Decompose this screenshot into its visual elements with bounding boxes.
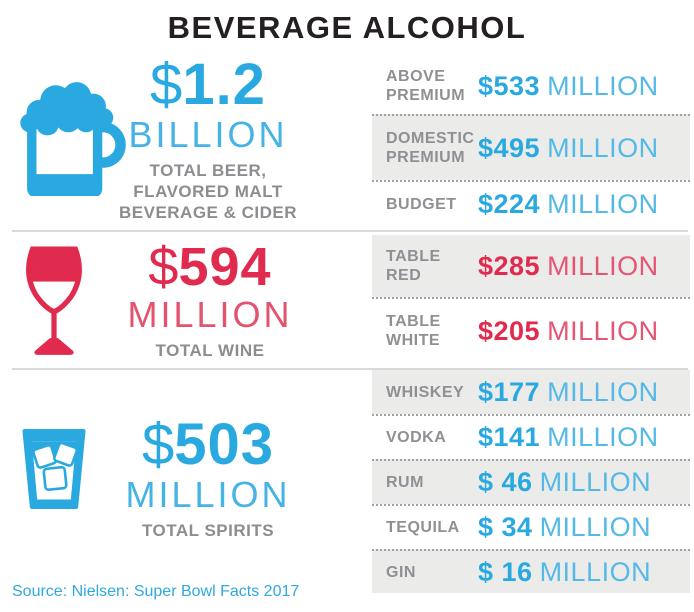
source-credit: Source: Nielsen: Super Bowl Facts 2017: [12, 583, 300, 600]
row-label: ABOVE PREMIUM: [386, 68, 466, 104]
row-label: DOMESTIC PREMIUM: [386, 130, 475, 166]
row-rum: RUM $ 46 MILLION: [372, 459, 690, 504]
wine-total-amount: $594: [148, 237, 272, 297]
row-value: $495 MILLION: [478, 132, 659, 163]
row-value: $141 MILLION: [478, 422, 659, 452]
rocks-glass-icon: [20, 428, 88, 515]
row-label: WHISKEY: [386, 383, 465, 401]
row-label: BUDGET: [386, 195, 457, 213]
beer-breakdown-list: ABOVE PREMIUM $533 MILLION DOMESTIC PREMI…: [372, 58, 690, 226]
row-vodka: VODKA $141 MILLION: [372, 414, 690, 459]
row-label: RUM: [386, 474, 424, 491]
page-title: BEVERAGE ALCOHOL: [167, 10, 527, 45]
row-value: $177 MILLION: [478, 376, 659, 407]
row-value: $533 MILLION: [478, 70, 659, 101]
row-value: $205 MILLION: [478, 315, 659, 346]
row-above-premium: ABOVE PREMIUM $533 MILLION: [372, 58, 690, 114]
wine-total-caption: TOTAL WINE: [155, 341, 265, 360]
spirits-total-caption: TOTAL SPIRITS: [141, 521, 275, 540]
row-label: TEQUILA: [386, 519, 460, 536]
spirits-total-amount: $503: [141, 412, 275, 477]
row-label: VODKA: [386, 429, 447, 446]
spirits-breakdown-list: WHISKEY $177 MILLION VODKA $141 MILLION RU…: [372, 370, 690, 593]
row-gin: GIN $ 16 MILLION: [372, 549, 690, 593]
beer-totals: $1.2 BILLION TOTAL BEER, FLAVORED MALT B…: [98, 56, 318, 223]
spirits-totals: $503 MILLION TOTAL SPIRITS: [98, 416, 318, 541]
row-table-white: TABLE WHITE $205 MILLION: [372, 297, 690, 363]
row-value: $224 MILLION: [478, 188, 659, 219]
beer-mug-icon: [16, 78, 128, 201]
row-label: TABLE WHITE: [386, 313, 441, 349]
row-label: TABLE RED: [386, 248, 441, 284]
wine-totals: $594 MILLION TOTAL WINE: [100, 240, 320, 361]
section-divider: [12, 230, 688, 232]
row-whiskey: WHISKEY $177 MILLION: [372, 370, 690, 414]
row-domestic-premium: DOMESTIC PREMIUM $495 MILLION: [372, 114, 690, 180]
section-divider: [12, 368, 688, 370]
wine-total-unit: MILLION: [127, 294, 293, 335]
beer-total-unit: BILLION: [128, 114, 288, 155]
wine-breakdown-list: TABLE RED $285 MILLION TABLE WHITE $205 MI…: [372, 235, 690, 363]
row-table-red: TABLE RED $285 MILLION: [372, 235, 690, 297]
row-value: $ 16 MILLION: [478, 556, 652, 587]
beer-total-caption: TOTAL BEER, FLAVORED MALT BEVERAGE & CID…: [118, 161, 298, 222]
spirits-total-unit: MILLION: [125, 474, 291, 515]
row-budget: BUDGET $224 MILLION: [372, 180, 690, 226]
row-value: $ 46 MILLION: [478, 467, 652, 497]
wine-glass-icon: [24, 246, 84, 363]
row-value: $ 34 MILLION: [478, 512, 652, 542]
beer-total-amount: $1.2: [150, 52, 266, 117]
row-tequila: TEQUILA $ 34 MILLION: [372, 504, 690, 549]
row-label: GIN: [386, 563, 416, 581]
row-value: $285 MILLION: [478, 250, 659, 281]
